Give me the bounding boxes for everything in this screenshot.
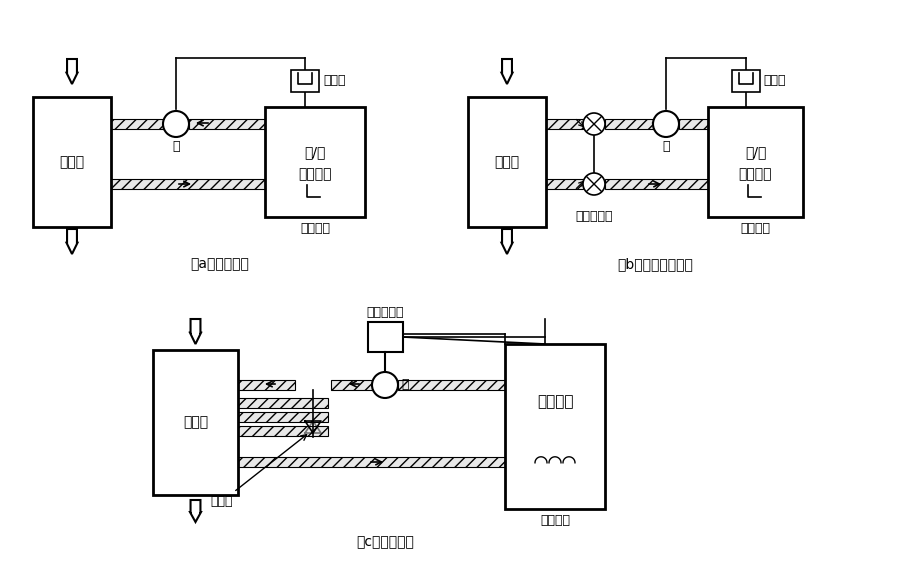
Bar [189,119,265,129]
Text: 热敏器件: 热敏器件 [739,167,772,181]
Text: 电子系统: 电子系统 [540,514,570,528]
Text: 比例控制阀: 比例控制阀 [366,306,404,319]
Text: 复式电磁阀: 复式电磁阀 [575,210,613,223]
Text: （c）连续控制: （c）连续控制 [356,535,414,549]
Text: 开/关: 开/关 [745,145,766,159]
Bar [546,119,583,129]
Text: 泵: 泵 [172,140,180,153]
Text: 热敏器件: 热敏器件 [298,167,332,181]
Text: 泵: 泵 [662,140,670,153]
Bar [291,70,319,92]
Bar [505,344,605,509]
Bar [605,179,708,189]
Bar [33,97,111,227]
Bar [331,380,372,390]
Bar [238,398,328,408]
Bar [238,426,328,436]
Text: （a）间断控制: （a）间断控制 [191,257,249,271]
Text: 换热器: 换热器 [494,155,519,169]
Polygon shape [67,59,77,84]
Text: 电子系统: 电子系统 [300,223,330,235]
Bar [238,457,505,467]
Bar [153,350,238,495]
Polygon shape [190,319,201,344]
Bar [732,70,760,92]
Bar [605,119,653,129]
Text: 继电器: 继电器 [763,75,786,88]
Polygon shape [190,500,201,522]
Bar [111,179,265,189]
Text: （b）断续旁通控制: （b）断续旁通控制 [617,257,693,271]
Text: 敏感器件: 敏感器件 [536,395,573,409]
Bar [546,179,583,189]
Text: 继电器: 继电器 [323,75,346,88]
Text: 调节阀: 调节阀 [211,434,307,508]
Bar [679,119,708,129]
Bar [111,119,163,129]
Bar [367,322,402,352]
Bar [238,380,295,390]
Bar [398,380,505,390]
Circle shape [163,111,189,137]
Circle shape [583,113,605,135]
Bar [468,97,546,227]
Text: 换热器: 换热器 [59,155,85,169]
Bar [238,412,328,422]
Text: 泵: 泵 [401,378,409,392]
Polygon shape [67,229,77,254]
Bar [265,107,365,217]
Polygon shape [501,229,512,254]
Bar [708,107,803,217]
Circle shape [372,372,398,398]
Polygon shape [501,59,512,84]
Text: 开/关: 开/关 [304,145,326,159]
Circle shape [583,173,605,195]
Circle shape [653,111,679,137]
Text: 换热器: 换热器 [183,415,208,429]
Text: 电子系统: 电子系统 [741,223,770,235]
